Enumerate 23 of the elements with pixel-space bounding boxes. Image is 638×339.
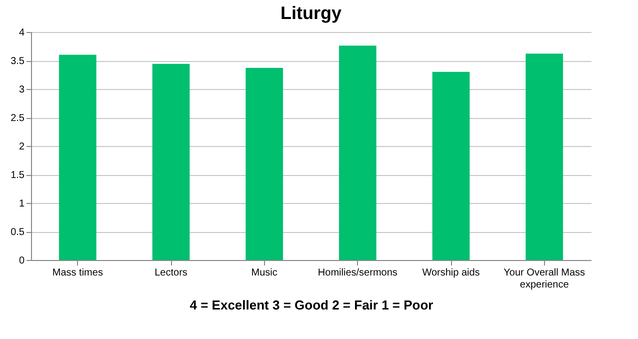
x-tick-label: Mass times [52, 268, 103, 278]
chart-title: Liturgy [280, 3, 342, 23]
y-tick-label: 2 [18, 142, 25, 152]
bar [432, 72, 470, 260]
bar [526, 54, 563, 260]
y-tick-label: 1 [18, 198, 25, 210]
bar [152, 64, 190, 260]
bar [59, 54, 96, 260]
y-tick-label: 4 [18, 28, 25, 38]
x-tick-label: Homilies/sermons [318, 268, 398, 278]
y-tick-label: 0.5 [10, 227, 25, 238]
x-axis-title: 4 = Excellent 3 = Good 2 = Fair 1 = Poor [190, 298, 434, 312]
y-tick-label: 3 [18, 84, 25, 96]
y-tick-label: 0 [18, 256, 25, 266]
x-tick-label: Your Overall Mass experience [504, 268, 585, 290]
x-tick-label: Worship aids [422, 268, 480, 278]
x-tick-label: Music [251, 268, 278, 278]
y-tick-label: 1.5 [10, 170, 25, 181]
x-tick-label: Lectors [154, 268, 188, 278]
y-tick-label: 3.5 [10, 56, 25, 67]
y-tick-label: 2.5 [10, 113, 25, 124]
bar [339, 46, 376, 260]
bar [246, 68, 283, 260]
